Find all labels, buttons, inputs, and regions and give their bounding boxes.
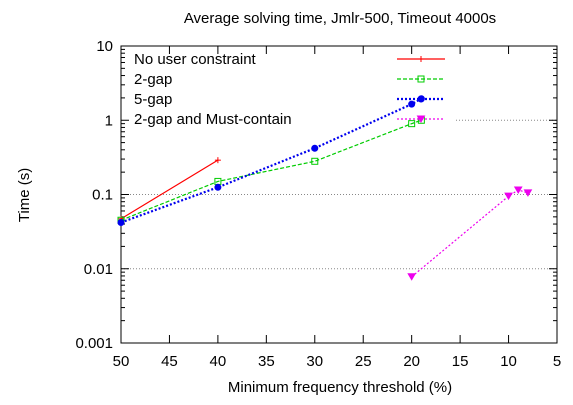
- x-tick-label: 10: [500, 353, 517, 370]
- x-tick-label: 30: [306, 353, 323, 370]
- legend-swatch-marker: [417, 75, 425, 83]
- x-tick-label: 15: [452, 353, 469, 370]
- x-tick-label: 35: [258, 353, 275, 370]
- data-point-marker: [311, 144, 319, 152]
- x-tick-label: 45: [161, 353, 178, 370]
- y-tick-label: 0.1: [92, 187, 113, 204]
- legend-label: No user constraint: [134, 51, 257, 68]
- x-tick-label: 20: [403, 353, 420, 370]
- x-tick-label: 40: [210, 353, 227, 370]
- data-point-marker: [214, 183, 222, 191]
- legend-label: 2-gap and Must-contain: [134, 111, 292, 128]
- data-point-marker: [311, 157, 319, 165]
- data-point-marker: [408, 100, 416, 108]
- legend-swatch-marker: [418, 56, 424, 62]
- x-tick-label: 25: [355, 353, 372, 370]
- series-line-1: [120, 119, 422, 221]
- series-line-0: [120, 159, 219, 220]
- x-tick-label: 50: [113, 353, 130, 370]
- data-point-marker: [504, 192, 513, 201]
- y-tick-label: 0.01: [84, 261, 113, 278]
- data-point-marker: [513, 186, 523, 194]
- data-point-marker: [407, 273, 417, 281]
- y-tick-label: 10: [96, 38, 113, 55]
- y-axis-label: Time (s): [16, 168, 33, 222]
- legend-label: 2-gap: [134, 71, 172, 88]
- y-tick-label: 0.001: [75, 335, 113, 352]
- legend-swatch-marker: [417, 95, 425, 103]
- data-point-marker: [214, 157, 221, 164]
- legend: No user constraint 2-gap 5-gap 2-gap and Mu…: [134, 51, 445, 128]
- y-tick-label: 1: [105, 112, 113, 129]
- grid-lines: [121, 119, 557, 270]
- data-point-marker: [117, 218, 125, 226]
- x-tick-label: 5: [553, 353, 561, 370]
- legend-swatch-marker: [416, 115, 426, 123]
- series-line-2: [120, 97, 422, 224]
- chart-title: Average solving time, Jmlr-500, Timeout …: [184, 10, 496, 27]
- data-point-marker: [523, 189, 533, 197]
- data-point-marker: [408, 120, 416, 128]
- legend-label: 5-gap: [134, 91, 172, 108]
- x-axis-label: Minimum frequency threshold (%): [228, 379, 452, 396]
- plot-frame: [120, 45, 558, 344]
